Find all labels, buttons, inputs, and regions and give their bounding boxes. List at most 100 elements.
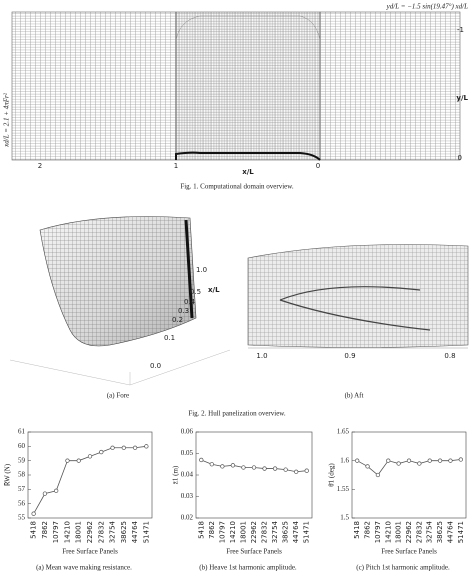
axis-title: y/L [456, 94, 468, 102]
data-point [132, 445, 138, 450]
data-point [396, 461, 401, 466]
data-point [54, 488, 59, 493]
data-point [220, 464, 225, 469]
y-tick-label: 59 [18, 456, 26, 464]
domain-annotation: yd/L = −1.5 sin(19.47°) xd/L [386, 3, 468, 11]
y-tick-label: 0.04 [181, 471, 194, 479]
axis-label: 1.0 [196, 266, 207, 274]
x-tick-label: 27832 [261, 521, 269, 543]
x-tick-label: 51471 [303, 521, 311, 543]
data-point [427, 458, 432, 463]
x-tick-label: 7862 [364, 521, 372, 539]
y-tick-label: 57 [18, 485, 26, 493]
axis-label: 0.5 [190, 288, 201, 296]
x-tick-label: 32754 [109, 520, 117, 543]
axis-title: x/L [242, 168, 254, 176]
x-tick-label: 27832 [415, 521, 423, 543]
y-tick-label: 0.03 [181, 492, 194, 500]
plot-frame [27, 431, 153, 519]
y-tick-label: 0.06 [181, 428, 194, 436]
x-tick-label: 22962 [86, 521, 94, 543]
y-tick-label: 61 [18, 428, 26, 436]
axis-label: 1 [174, 162, 178, 170]
x-tick-label: 22962 [250, 521, 258, 543]
axis-label: 0.0 [150, 362, 161, 370]
axis-label: 1.0 [256, 352, 267, 360]
x-tick-label: 18001 [239, 521, 247, 543]
x-tick-label: 10797 [374, 521, 382, 543]
figure-caption: Fig. 1. Computational domain overview. [180, 183, 294, 191]
data-point [365, 464, 370, 469]
x-tick-label: 22962 [405, 521, 413, 543]
data-point [406, 458, 412, 463]
x-tick-label: 38625 [282, 521, 290, 543]
axis-label: 0.4 [184, 298, 196, 306]
x-tick-label: 38625 [120, 521, 128, 543]
x-tick-label: 5418 [353, 521, 361, 539]
x-tick-label: 7862 [208, 521, 216, 539]
y-tick-label: 60 [18, 442, 26, 450]
x-axis-title: Free Surface Panels [381, 548, 437, 556]
x-tick-label: 7862 [41, 521, 49, 539]
subfigure-caption: (a) Mean wave making resistance. [36, 564, 132, 572]
x-tick-label: 10797 [218, 521, 226, 543]
x-tick-label: 14210 [384, 521, 392, 543]
x-tick-label: 44764 [446, 520, 454, 543]
axis-title: x/L [208, 286, 220, 294]
x-tick-label: 44764 [292, 520, 300, 543]
subfigure-caption: (a) Fore [107, 392, 129, 400]
subfigure-caption: (b) Aft [345, 392, 364, 400]
y-tick-label: 0.02 [181, 514, 194, 522]
y-axis-title: R̄W (N) [4, 463, 12, 486]
plot-frame [351, 431, 467, 519]
subfigure-caption: (c) Pitch 1st harmonic amplitude. [356, 564, 450, 572]
axis-label: 0.1 [164, 334, 175, 342]
data-point [209, 462, 214, 467]
data-point [386, 458, 391, 463]
data-point [230, 463, 236, 468]
hull-aft [247, 244, 469, 349]
domain-mesh [11, 11, 461, 161]
figure-caption: Fig. 2. Hull panelization overview. [188, 410, 286, 418]
x-tick-label: 14210 [229, 521, 237, 543]
y-tick-label: 1.5 [340, 514, 349, 522]
y-tick-label: 1.55 [337, 485, 350, 493]
x-tick-label: 51471 [457, 521, 465, 543]
data-point [251, 465, 257, 470]
data-point [272, 466, 278, 471]
x-tick-label: 18001 [75, 521, 83, 543]
x-tick-label: 18001 [395, 521, 403, 543]
data-point [304, 468, 309, 473]
y-axis-title: z̄1 (m) [172, 465, 180, 485]
axis-label: -1 [457, 26, 464, 34]
plot-frame [195, 431, 313, 519]
x-tick-label: 32754 [271, 520, 279, 543]
hull-fore [9, 216, 231, 386]
x-tick-label: 44764 [131, 520, 139, 543]
data-point [31, 511, 36, 516]
x-tick-label: 38625 [436, 521, 444, 543]
y-tick-label: 56 [18, 499, 26, 507]
data-point [42, 491, 48, 496]
data-point [458, 457, 463, 462]
data-point [437, 458, 443, 463]
subfigure-caption: (b) Heave 1st harmonic amplitude. [199, 564, 297, 572]
x-axis-title: Free Surface Panels [62, 548, 118, 556]
domain-annotation: xd/L = 2.1 + 4πFr² [3, 92, 11, 148]
x-tick-label: 51471 [142, 521, 150, 543]
axis-label: 2 [38, 162, 42, 170]
data-point [199, 457, 204, 463]
y-tick-label: 1.65 [337, 428, 350, 436]
data-point [76, 458, 81, 463]
y-tick-label: 58 [18, 471, 26, 479]
data-point [294, 469, 299, 474]
data-point [262, 466, 267, 471]
x-tick-label: 14210 [63, 521, 71, 543]
axis-label: 0.8 [444, 352, 455, 360]
axis-label: 0.2 [172, 316, 183, 324]
data-point [87, 454, 93, 459]
data-point [448, 458, 453, 463]
data-point [417, 461, 422, 466]
x-tick-label: 5418 [197, 521, 205, 539]
